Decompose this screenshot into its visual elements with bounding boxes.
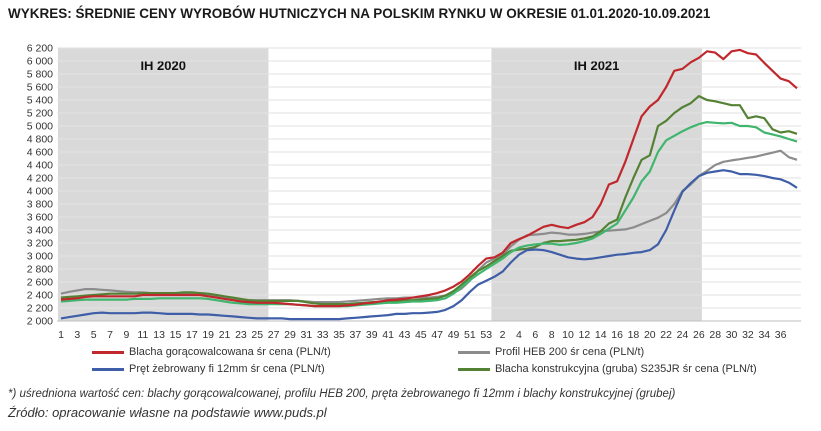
series-lines <box>60 48 798 321</box>
period-band-label: IH 2020 <box>140 58 186 73</box>
x-tick-label: 3 <box>74 329 80 341</box>
x-tick-label: 43 <box>399 329 411 341</box>
legend-swatch <box>92 367 124 371</box>
y-tick-label: 4 200 <box>27 173 53 185</box>
x-tick-label: 9 <box>124 329 130 341</box>
x-tick-label: 19 <box>202 329 214 341</box>
x-tick-label: 36 <box>775 329 787 341</box>
y-tick-label: 5 400 <box>27 95 53 107</box>
source-note: Źródło: opracowanie własne na podstawie … <box>8 405 327 420</box>
x-tick-label: 15 <box>170 329 182 341</box>
x-tick-label: 5 <box>91 329 97 341</box>
y-tick-label: 4 600 <box>27 147 53 159</box>
series-line-4 <box>60 94 798 306</box>
x-tick-label: 14 <box>595 329 607 341</box>
legend-item-blacha-goracowalcowana: Blacha gorącowalcowana śr cena (PLN/t) <box>92 346 331 358</box>
legend-item-profil-heb: Profil HEB 200 śr cena (PLN/t) <box>458 346 644 358</box>
y-tick-label: 2 200 <box>27 303 53 315</box>
y-tick-label: 6 000 <box>27 56 53 68</box>
x-tick-label: 49 <box>448 329 460 341</box>
y-tick-label: 5 200 <box>27 108 53 120</box>
period-bands: IH 2020 IH 2021 <box>58 48 702 321</box>
x-tick-label: 31 <box>300 329 312 341</box>
y-tick-label: 4 800 <box>27 134 53 146</box>
x-tick-label: 21 <box>219 329 231 341</box>
x-tick-label: 25 <box>251 329 263 341</box>
y-tick-label: 2 600 <box>27 277 53 289</box>
y-tick-label: 5 600 <box>27 82 53 94</box>
x-tick-label: 53 <box>480 329 492 341</box>
y-tick-label: 2 000 <box>27 316 53 328</box>
x-tick-label: 41 <box>382 329 394 341</box>
y-tick-label: 3 200 <box>27 238 53 250</box>
y-tick-label: 3 000 <box>27 251 53 263</box>
legend-swatch <box>458 350 490 354</box>
x-tick-label: 22 <box>660 329 672 341</box>
period-band <box>58 48 269 321</box>
x-tick-label: 16 <box>611 329 623 341</box>
legend-item-pret-zebrowany: Pręt żebrowany fi 12mm śr cena (PLN/t) <box>92 363 325 375</box>
x-tick-label: 34 <box>758 329 770 341</box>
y-tick-label: 4 000 <box>27 186 53 198</box>
series-line-1 <box>60 48 798 308</box>
y-tick-label: 3 600 <box>27 212 53 224</box>
x-tick-label: 7 <box>107 329 113 341</box>
chart-title: WYKRES: ŚREDNIE CENY WYROBÓW HUTNICZYCH … <box>8 6 711 21</box>
x-tick-label: 37 <box>350 329 362 341</box>
x-tick-label: 8 <box>549 329 555 341</box>
footnote: *) uśredniona wartość cen: blachy gorąco… <box>8 388 676 400</box>
x-tick-label: 30 <box>726 329 738 341</box>
legend-label: Blacha konstrukcyjna (gruba) S235JR śr c… <box>495 363 757 375</box>
x-tick-label: 35 <box>333 329 345 341</box>
period-band-label: IH 2021 <box>574 58 620 73</box>
x-tick-label: 2 <box>500 329 506 341</box>
y-tick-label: 2 800 <box>27 264 53 276</box>
period-band <box>491 48 702 321</box>
x-tick-label: 24 <box>677 329 689 341</box>
x-tick-label: 27 <box>268 329 280 341</box>
legend-label: Blacha gorącowalcowana śr cena (PLN/t) <box>129 346 331 358</box>
x-tick-label: 12 <box>579 329 591 341</box>
x-tick-label: 28 <box>709 329 721 341</box>
x-tick-label: 13 <box>153 329 165 341</box>
x-tick-label: 32 <box>742 329 754 341</box>
legend-label: Profil HEB 200 śr cena (PLN/t) <box>495 346 645 358</box>
x-tick-label: 20 <box>644 329 656 341</box>
gridlines <box>57 47 801 322</box>
x-tick-label: 47 <box>431 329 443 341</box>
x-tick-label: 18 <box>628 329 640 341</box>
x-tick-label: 29 <box>284 329 296 341</box>
x-tick-label: 39 <box>366 329 378 341</box>
legend-swatch <box>458 367 490 371</box>
legend-label: Pręt żebrowany fi 12mm śr cena (PLN/t) <box>129 363 325 375</box>
y-tick-label: 3 400 <box>27 225 53 237</box>
x-tick-label: 17 <box>186 329 198 341</box>
y-tick-label: 4 400 <box>27 160 53 172</box>
y-tick-label: 3 800 <box>27 199 53 211</box>
y-tick-label: 6 200 <box>27 43 53 55</box>
series-line-3 <box>60 169 798 321</box>
legend-item-blacha-konstrukcyjna: Blacha konstrukcyjna (gruba) S235JR śr c… <box>458 363 757 375</box>
x-tick-label: 33 <box>317 329 329 341</box>
x-axis: 1 3 5 7 9 11 13 15 17 19 21 23 25 27 29 31 33 35 37 39 41 43 4… <box>58 329 787 341</box>
x-tick-label: 10 <box>562 329 574 341</box>
x-tick-label: 45 <box>415 329 427 341</box>
y-tick-label: 5 800 <box>27 69 53 81</box>
x-tick-label: 26 <box>693 329 705 341</box>
x-tick-label: 4 <box>516 329 522 341</box>
y-tick-label: 5 000 <box>27 121 53 133</box>
x-tick-label: 1 <box>58 329 64 341</box>
series-line-5 <box>60 120 798 308</box>
x-tick-label: 23 <box>235 329 247 341</box>
x-tick-label: 11 <box>137 329 148 341</box>
y-tick-label: 2 400 <box>27 290 53 302</box>
legend-swatch <box>92 350 124 354</box>
x-tick-label: 6 <box>532 329 538 341</box>
x-tick-label: 51 <box>464 329 476 341</box>
